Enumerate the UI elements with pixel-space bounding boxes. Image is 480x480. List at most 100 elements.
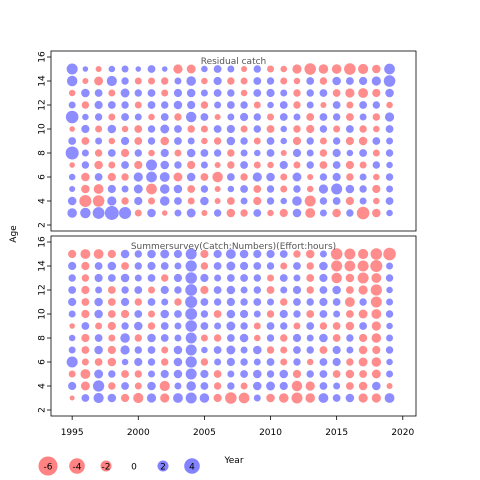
residual-bubble xyxy=(67,196,77,206)
residual-bubble xyxy=(385,88,394,98)
residual-bubble xyxy=(319,346,328,354)
residual-bubble xyxy=(160,369,169,379)
residual-bubble xyxy=(80,207,91,219)
residual-bubble xyxy=(134,321,143,331)
residual-bubble xyxy=(253,185,262,193)
residual-bubble xyxy=(358,381,368,391)
residual-bubble xyxy=(267,298,275,306)
residual-bubble xyxy=(280,358,288,366)
residual-bubble xyxy=(120,345,130,355)
residual-bubble xyxy=(160,249,170,259)
residual-bubble xyxy=(345,160,354,170)
residual-bubble xyxy=(160,309,169,319)
residual-bubble xyxy=(344,248,356,260)
residual-bubble xyxy=(266,137,275,145)
residual-bubble xyxy=(159,172,170,182)
residual-bubble xyxy=(240,382,248,390)
residual-bubble xyxy=(293,185,301,193)
residual-bubble xyxy=(370,248,383,260)
residual-bubble xyxy=(319,286,328,294)
residual-bubble xyxy=(345,113,354,121)
residual-bubble xyxy=(306,358,314,366)
y-tick-label: 12 xyxy=(38,284,48,295)
residual-bubble xyxy=(384,63,395,75)
residual-bubble xyxy=(358,309,368,319)
residual-bubble xyxy=(121,65,129,73)
residual-bubble xyxy=(253,196,262,206)
residual-bubble xyxy=(371,357,382,367)
residual-bubble xyxy=(160,393,170,403)
residual-bubble xyxy=(213,298,222,306)
residual-bubble xyxy=(345,369,355,379)
residual-bubble xyxy=(107,321,116,331)
residual-bubble xyxy=(332,113,341,121)
residual-bubble xyxy=(120,88,130,98)
residual-bubble xyxy=(372,208,381,218)
residual-bubble xyxy=(212,171,223,183)
residual-bubble xyxy=(134,250,142,258)
residual-bubble xyxy=(318,64,329,74)
residual-bubble xyxy=(359,125,367,133)
residual-bubble xyxy=(121,113,129,121)
residual-bubble xyxy=(174,209,182,217)
residual-bubble xyxy=(319,250,327,258)
residual-bubble xyxy=(305,393,315,403)
residual-bubble xyxy=(68,381,77,391)
residual-bubble xyxy=(319,161,328,169)
residual-bubble xyxy=(293,322,301,330)
residual-bubble xyxy=(82,77,89,85)
residual-bubble xyxy=(226,297,235,307)
residual-bubble xyxy=(133,392,144,404)
residual-bubble xyxy=(226,208,236,218)
residual-bubble xyxy=(306,149,314,157)
residual-bubble xyxy=(80,249,91,259)
residual-bubble xyxy=(386,137,394,145)
residual-bubble xyxy=(66,75,78,87)
residual-bubble xyxy=(345,136,354,146)
residual-bubble xyxy=(148,149,155,157)
residual-bubble xyxy=(226,357,235,367)
residual-bubble xyxy=(81,298,90,306)
residual-bubble xyxy=(69,185,76,193)
residual-bubble xyxy=(319,261,328,271)
residual-bubble xyxy=(134,149,142,157)
residual-bubble xyxy=(107,249,116,259)
residual-bubble xyxy=(386,262,394,270)
residual-bubble xyxy=(121,161,129,169)
residual-bubble xyxy=(319,113,328,121)
residual-bubble xyxy=(266,346,275,354)
residual-bubble xyxy=(161,101,169,109)
residual-bubble xyxy=(107,345,116,355)
residual-bubble xyxy=(108,382,116,390)
residual-bubble xyxy=(121,382,129,390)
residual-bubble xyxy=(240,101,248,109)
residual-bubble xyxy=(345,286,354,294)
residual-bubble xyxy=(147,274,156,282)
residual-bubble xyxy=(227,89,235,97)
residual-bubble xyxy=(306,77,315,85)
y-tick-label: 14 xyxy=(38,75,48,87)
residual-bubble xyxy=(159,196,170,206)
residual-bubble xyxy=(359,370,367,378)
residual-bubble xyxy=(293,346,301,354)
residual-bubble xyxy=(81,322,90,330)
residual-bubble xyxy=(186,148,196,158)
residual-bubble xyxy=(94,273,103,283)
residual-bubble xyxy=(95,286,103,294)
residual-bubble xyxy=(94,358,103,366)
residual-bubble xyxy=(108,137,116,145)
residual-bubble xyxy=(81,274,90,282)
residual-bubble xyxy=(386,101,393,109)
residual-bubble xyxy=(332,137,341,145)
residual-bubble xyxy=(134,346,142,354)
residual-bubble xyxy=(65,110,79,124)
residual-bubble xyxy=(253,77,262,85)
residual-bubble xyxy=(345,321,355,331)
residual-bubble xyxy=(185,392,197,404)
residual-bubble xyxy=(147,137,156,145)
residual-bubble xyxy=(266,125,275,133)
residual-bubble xyxy=(306,274,315,282)
residual-bubble xyxy=(319,137,327,145)
residual-bubble xyxy=(161,274,169,282)
residual-bubble xyxy=(186,76,196,86)
